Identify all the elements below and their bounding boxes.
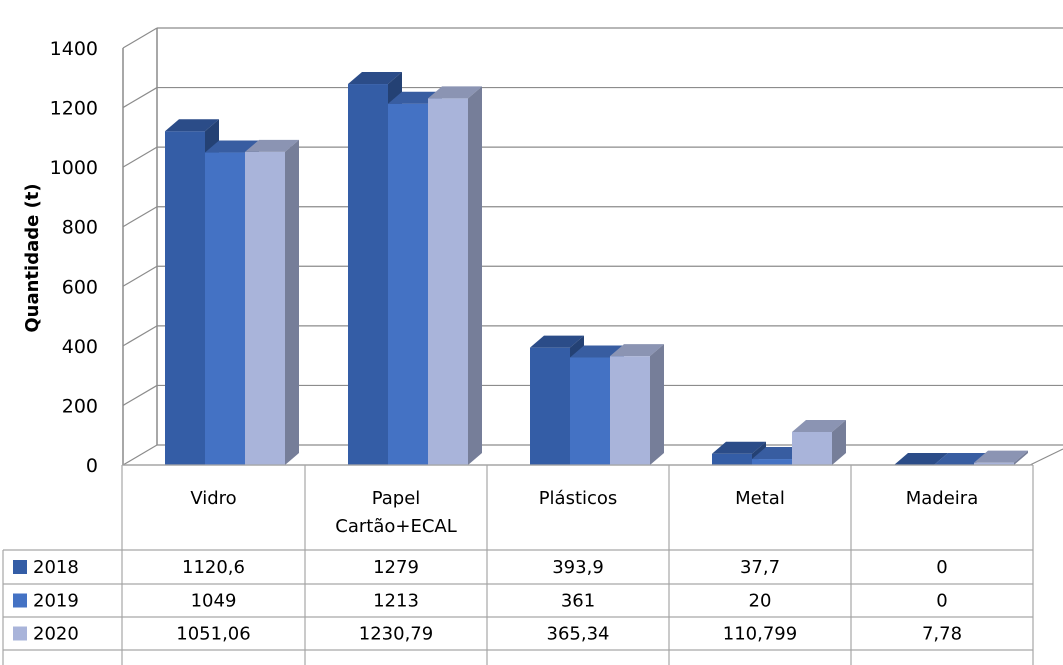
- data-cell: 0: [936, 557, 947, 578]
- legend-key-2020: [13, 626, 27, 641]
- data-cell: 365,34: [547, 624, 610, 645]
- category-label: Papel: [372, 488, 421, 509]
- bar-front: [570, 357, 610, 465]
- data-cell: 110,799: [723, 624, 797, 645]
- data-table: Vidro Papel Cartão+ECAL Plásticos Metal Madei…: [2, 464, 1034, 665]
- bar-front: [752, 459, 792, 465]
- bar-front: [388, 103, 428, 466]
- y-axis-title: Quantidade (t): [22, 183, 43, 332]
- bar-front: [245, 151, 285, 465]
- category-label: Madeira: [906, 488, 979, 509]
- bar-top: [348, 72, 402, 85]
- y-axis-ticks: 0 200 400 600 800 1000 1200 1400: [50, 38, 98, 477]
- bar-front: [428, 98, 468, 466]
- bar-top: [165, 119, 219, 132]
- bar-front: [348, 84, 388, 465]
- bar-front: [205, 152, 245, 465]
- y-tick-label: 800: [62, 217, 98, 239]
- data-cell: 1230,79: [359, 624, 433, 645]
- bar-2020-2: [610, 344, 664, 465]
- legend-key-2019: [13, 593, 27, 608]
- y-tick-label: 1200: [50, 98, 98, 120]
- data-cell: 1279: [373, 557, 419, 578]
- bar-side: [650, 344, 664, 465]
- y-tick-label: 0: [86, 455, 98, 477]
- series-label-2019: 2019: [33, 591, 79, 612]
- bar-front: [610, 356, 650, 465]
- y-tick-label: 600: [62, 276, 98, 298]
- bar-front: [165, 131, 205, 465]
- data-cell: 0: [936, 591, 947, 612]
- bar-top: [428, 86, 482, 99]
- gridline-side: [122, 265, 158, 287]
- bar-top: [934, 453, 988, 465]
- data-cell: 20: [749, 591, 772, 612]
- data-cell: 1120,6: [182, 557, 245, 578]
- bar-2020-0: [245, 139, 299, 465]
- bar-top: [245, 139, 299, 152]
- bar-top: [530, 335, 584, 348]
- data-cell: 37,7: [740, 557, 780, 578]
- series-label-2018: 2018: [33, 557, 79, 578]
- bar-side: [468, 86, 482, 466]
- gridline-side: [122, 384, 158, 406]
- series-label-2020: 2020: [33, 624, 79, 645]
- gridline-side: [122, 146, 158, 168]
- bar-top: [712, 441, 766, 454]
- bar-side: [285, 139, 299, 465]
- bar-2020-3: [792, 419, 846, 465]
- data-cell: 1051,06: [176, 624, 250, 645]
- gridline-side: [122, 27, 158, 49]
- bar-front: [974, 462, 1014, 465]
- bar-top: [894, 453, 948, 465]
- bar-top: [205, 140, 259, 153]
- bar-side: [832, 419, 846, 465]
- bar-2018-4: [894, 453, 948, 465]
- y-tick-label: 200: [62, 395, 98, 417]
- category-label: Vidro: [190, 488, 236, 509]
- category-label: Metal: [735, 488, 785, 509]
- data-cell: 393,9: [552, 557, 604, 578]
- bar-top: [610, 344, 664, 357]
- gridline-side: [122, 206, 158, 228]
- bar-top: [570, 345, 624, 358]
- data-cell: 7,78: [922, 624, 962, 645]
- bar-top: [792, 419, 846, 432]
- data-cell: 1213: [373, 591, 419, 612]
- bar-2020-1: [428, 86, 482, 466]
- data-cell: 361: [561, 591, 595, 612]
- gridline-side: [122, 87, 158, 109]
- data-cell: 1049: [191, 591, 237, 612]
- y-tick-label: 400: [62, 336, 98, 358]
- bar-front: [712, 453, 752, 465]
- bar-top: [974, 450, 1028, 463]
- bar-front: [792, 431, 832, 465]
- bar-2019-4: [934, 453, 988, 465]
- bar-2020-4: [974, 450, 1028, 465]
- bar-side: [1014, 450, 1028, 465]
- y-tick-label: 1400: [50, 38, 98, 60]
- gridline-side: [122, 444, 158, 466]
- bar-front: [530, 347, 570, 465]
- floor-side-edge: [1029, 448, 1063, 466]
- y-tick-label: 1000: [50, 157, 98, 179]
- bars: [165, 72, 1028, 466]
- gridline-side: [122, 325, 158, 347]
- category-label: Cartão+ECAL: [335, 516, 456, 537]
- category-label: Plásticos: [539, 488, 618, 509]
- legend-key-2018: [13, 560, 27, 574]
